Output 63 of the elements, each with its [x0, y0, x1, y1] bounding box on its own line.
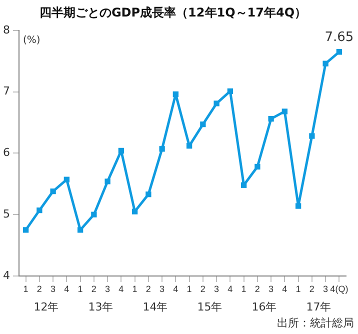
- point: [132, 208, 138, 214]
- x-tick-label: 1: [186, 284, 192, 294]
- y-tick-label: 7: [3, 84, 10, 98]
- y-tick-label: 8: [3, 23, 10, 36]
- x-tick-label: 2: [146, 284, 151, 294]
- point: [200, 122, 206, 128]
- x-tick-label: 4: [228, 284, 233, 294]
- point: [36, 207, 42, 214]
- x-tick-label: 2: [254, 284, 260, 294]
- point: [118, 148, 124, 154]
- x-tick-label: 4(Q): [330, 284, 348, 294]
- point: [146, 192, 152, 198]
- point: [172, 91, 179, 98]
- text: 14年: [142, 300, 168, 314]
- y-tick-label: 6: [3, 146, 10, 160]
- chart-title: 四半期ごとのGDP成長率（12年1Q～17年4Q）: [39, 5, 307, 20]
- text: 12年: [34, 300, 59, 314]
- x-tick-label: 4: [118, 284, 124, 294]
- text: 16年: [252, 300, 277, 314]
- point: [322, 60, 328, 66]
- point: [295, 203, 302, 209]
- point: [50, 188, 56, 194]
- point: [268, 116, 274, 122]
- point: [64, 176, 70, 182]
- x-tick-label: 4: [173, 284, 178, 294]
- point: [22, 227, 29, 233]
- text: 17年: [306, 300, 332, 314]
- x-tick-label: 3: [323, 284, 328, 294]
- x-tick-label: 1: [296, 284, 301, 294]
- text: 15年: [197, 300, 222, 314]
- x-tick-label: 3: [105, 284, 110, 294]
- x-tick-label: 3: [50, 284, 56, 294]
- x-tick-label: 2: [91, 284, 96, 294]
- point: [77, 227, 84, 233]
- point: [214, 100, 220, 106]
- x-tick-label: 2: [200, 284, 206, 294]
- y-tick-label: 5: [3, 207, 10, 220]
- x-tick-label: 2: [36, 284, 42, 294]
- x-tick-label: 1: [132, 284, 138, 294]
- x-tick-label: 2: [309, 284, 314, 294]
- x-tick-label: 4: [282, 284, 288, 294]
- x-tick-label: 1: [241, 284, 246, 294]
- y-axis-title: (%): [23, 34, 40, 46]
- point: [159, 146, 165, 152]
- y-tick-label: 4: [3, 268, 10, 282]
- text: 13年: [88, 300, 114, 314]
- text: 出所：統計総局: [277, 316, 354, 330]
- point: [104, 178, 110, 184]
- point: [186, 143, 192, 149]
- x-tick-label: 3: [160, 284, 165, 294]
- point: [240, 182, 247, 188]
- data-label: 7.65: [324, 30, 354, 45]
- x-tick-label: 1: [78, 284, 83, 294]
- point: [91, 212, 97, 218]
- point: [336, 49, 342, 55]
- x-tick-label: 1: [23, 284, 28, 294]
- x-tick-label: 3: [268, 284, 274, 294]
- x-tick-label: 4: [64, 284, 70, 294]
- point: [309, 133, 315, 139]
- point: [282, 108, 288, 114]
- point: [254, 164, 260, 170]
- x-tick-label: 3: [214, 284, 220, 294]
- point: [227, 88, 234, 94]
